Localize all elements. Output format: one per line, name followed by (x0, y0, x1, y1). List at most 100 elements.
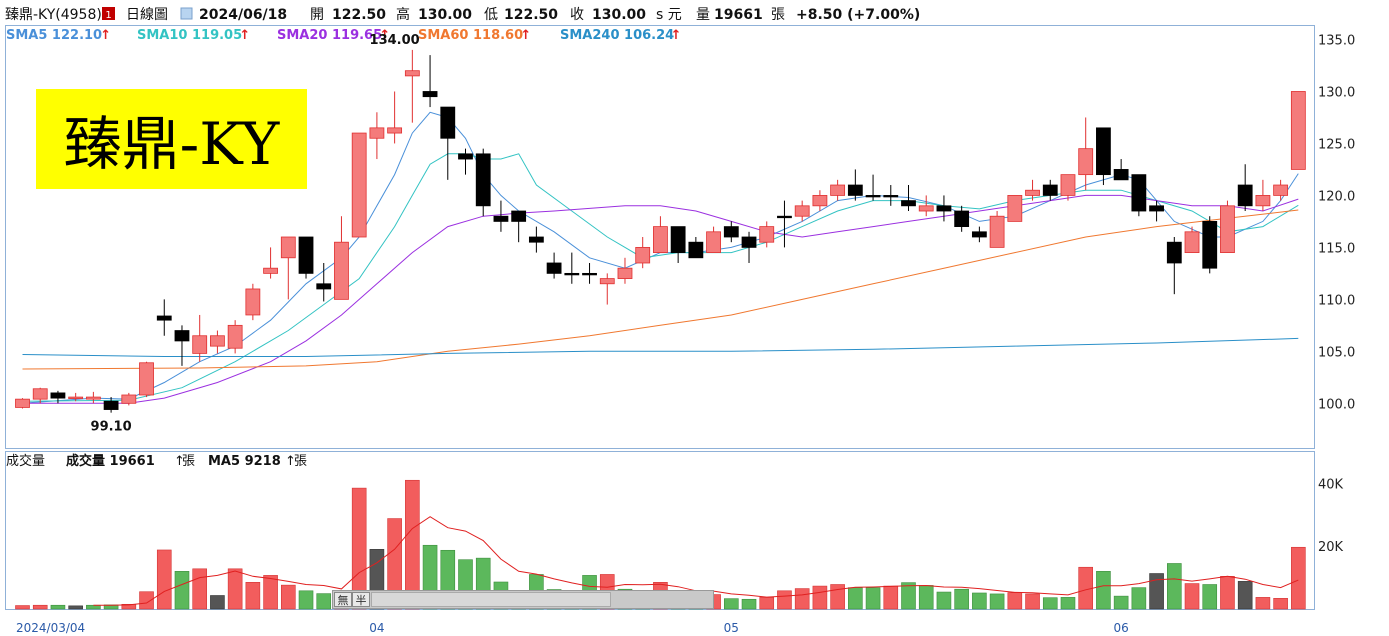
candle (334, 216, 349, 300)
volume-bar (263, 575, 278, 610)
candle (918, 195, 934, 217)
sma-legend-item: SMA240 106.24 (560, 28, 674, 43)
dropdown-icon[interactable] (180, 7, 193, 20)
volume-bar (86, 604, 101, 610)
candle (422, 55, 438, 108)
volume-bar (883, 585, 899, 610)
candle (883, 185, 899, 206)
volume-bar (68, 605, 83, 610)
candle (1220, 200, 1235, 253)
volume-bar (865, 587, 881, 610)
candle (1149, 200, 1164, 222)
candle (582, 262, 597, 284)
candle (440, 106, 456, 180)
candle (1007, 195, 1023, 222)
chart-scrollbar[interactable]: 無 半 (332, 590, 714, 609)
low-value: 122.50 (504, 7, 558, 23)
volume-bar (794, 588, 810, 610)
header-date: 2024/06/18 (199, 7, 287, 23)
price-tick-label: 110.0 (1318, 293, 1355, 308)
candle (936, 195, 952, 222)
candle (511, 210, 527, 243)
scroll-left-button[interactable]: 無 (334, 592, 352, 607)
candle (1025, 179, 1040, 201)
candle (298, 236, 314, 279)
candle (617, 257, 633, 284)
period-label[interactable]: 日線圖 (126, 7, 168, 23)
volume-tick-label: 20K (1318, 540, 1344, 555)
candle (759, 221, 775, 248)
ma-line-sma20 (22, 194, 1299, 404)
ma-line-sma60 (22, 209, 1299, 370)
up-arrow-icon: ↑ (379, 28, 390, 43)
sma-legend-item: SMA5 122.10 (6, 28, 102, 43)
scrollbar-thumb[interactable] (371, 592, 611, 607)
volume-bar (1113, 595, 1129, 610)
candle (971, 226, 987, 243)
candle (901, 185, 916, 212)
candle (475, 148, 491, 217)
volume-bar (848, 587, 863, 610)
alert-icon[interactable] (102, 7, 115, 20)
volume-bar (227, 568, 243, 610)
candle (192, 314, 208, 362)
volume-title: 成交量 (6, 453, 45, 469)
volume-bar (972, 592, 987, 610)
volume-bar (1291, 546, 1306, 610)
volume-bar (741, 598, 757, 610)
price-tick-label: 135.0 (1318, 34, 1355, 49)
volume-bar (954, 588, 969, 610)
volume-axis: 20K 40K (1318, 477, 1344, 555)
volume-bar (1220, 576, 1235, 610)
candle (1060, 174, 1076, 201)
open-value: 122.50 (332, 7, 386, 23)
candle (546, 252, 562, 279)
open-label: 開 (310, 7, 324, 23)
up-arrow-icon: ↑ (285, 454, 296, 469)
volume-bar (1237, 581, 1253, 610)
volume-today: 成交量 19661 (66, 453, 155, 469)
candle (404, 49, 420, 123)
candle (741, 231, 757, 263)
volume-unit: 張 (771, 7, 785, 23)
candle (1255, 179, 1271, 212)
candle (1042, 179, 1058, 201)
price-change: +8.50 (+7.00%) (796, 7, 920, 23)
volume-bar (32, 604, 48, 610)
candle (227, 320, 243, 354)
price-tick-label: 120.0 (1318, 189, 1355, 204)
candle (156, 299, 172, 336)
candle (103, 397, 119, 413)
scroll-right-button[interactable]: 半 (352, 592, 370, 607)
candle (989, 211, 1005, 248)
volume-bar (1273, 598, 1288, 610)
date-tick-label: 05 (724, 621, 739, 635)
ma-line-sma240 (22, 337, 1299, 357)
candle (245, 283, 261, 321)
volume-bar (50, 604, 66, 610)
candle (15, 398, 30, 409)
candle (1184, 226, 1200, 253)
volume-bar (387, 518, 402, 610)
price-tick-label: 105.0 (1318, 345, 1355, 360)
volume-bar (1202, 584, 1218, 610)
low-label: 低 (484, 7, 498, 23)
candle (653, 216, 668, 253)
candle (493, 200, 509, 232)
candle (68, 392, 84, 402)
volume-bar (812, 585, 828, 610)
up-arrow-icon: ↑ (520, 28, 531, 43)
volume-bar (1096, 571, 1111, 610)
candle (865, 174, 881, 201)
price-tick-label: 100.0 (1318, 397, 1355, 412)
candle (954, 205, 970, 232)
volume-bar (777, 590, 792, 610)
candle (1290, 91, 1306, 170)
volume-tick-label: 40K (1318, 477, 1344, 492)
candle (599, 273, 615, 305)
stock-name-box: 臻鼎-KY (36, 89, 307, 189)
date-tick-label: 04 (369, 621, 384, 635)
sma-legend: SMA5 122.10↑ SMA10 119.05↑ SMA20 119.65↑ SM… (6, 28, 682, 43)
candle (458, 148, 473, 175)
extreme-price-label: 134.00 (370, 33, 420, 48)
